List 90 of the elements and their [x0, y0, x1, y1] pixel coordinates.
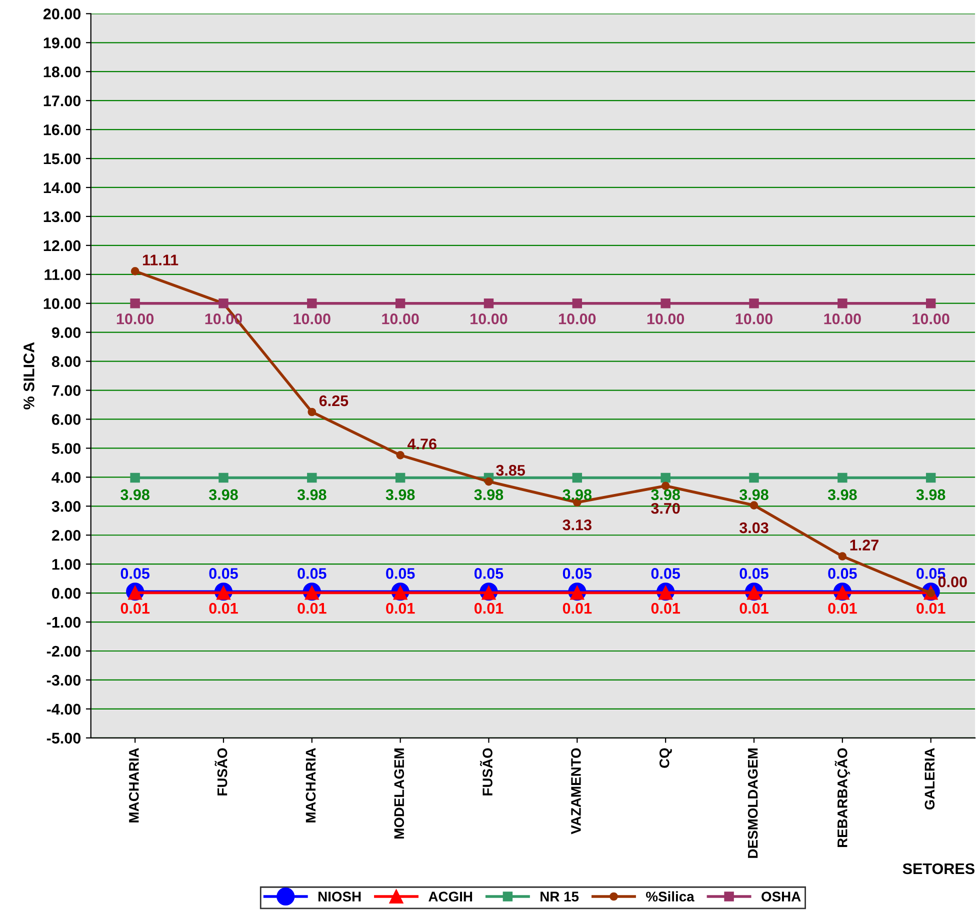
data-label: 3.03 — [739, 522, 768, 534]
y-axis-title: % SILICA — [24, 342, 34, 410]
y-tick-label: 4.00 — [52, 472, 81, 483]
data-label: 3.98 — [120, 489, 150, 500]
x-tick-label: DESMOLDAGEM — [748, 748, 758, 858]
data-label: 0.05 — [120, 568, 150, 579]
data-label: 0.00 — [938, 576, 967, 588]
data-label: 10.00 — [647, 313, 684, 324]
y-tick-label: -1.00 — [46, 616, 81, 628]
x-tick-label: MACHARIA — [306, 748, 316, 822]
x-tick-label: MODELAGEM — [394, 748, 404, 839]
data-label: 3.98 — [739, 489, 768, 500]
legend-label: NR 15 — [540, 892, 579, 902]
data-label: 0.01 — [474, 602, 504, 614]
data-label: 0.01 — [386, 602, 415, 614]
x-axis-title: SETORES — [902, 863, 974, 874]
data-label: 10.00 — [470, 313, 508, 324]
x-tick-label: VAZAMENTO — [571, 748, 581, 834]
data-label: 0.01 — [562, 602, 592, 614]
x-tick-label: MACHARIA — [128, 748, 139, 822]
x-tick-label: GALERIA — [924, 748, 935, 810]
data-label: 10.00 — [382, 313, 419, 324]
y-tick-label: 10.00 — [44, 298, 81, 310]
y-tick-label: 5.00 — [52, 443, 81, 454]
y-tick-label: -5.00 — [46, 732, 81, 744]
legend-label: NIOSH — [318, 892, 361, 902]
x-tick-label: FUSÃO — [480, 748, 492, 796]
y-tick-label: 7.00 — [52, 385, 81, 396]
data-label: 0.05 — [828, 568, 857, 579]
data-label: 3.98 — [386, 489, 415, 500]
y-tick-label: 17.00 — [44, 95, 81, 106]
data-label: 0.01 — [209, 602, 238, 614]
data-label: 0.01 — [651, 602, 680, 614]
y-tick-label: 15.00 — [44, 153, 81, 164]
y-tick-label: 8.00 — [52, 356, 81, 367]
data-label: 10.00 — [824, 313, 861, 324]
data-label: 10.00 — [116, 313, 154, 324]
y-tick-label: 18.00 — [44, 66, 81, 78]
y-tick-label: 2.00 — [52, 530, 81, 541]
y-tick-label: 3.00 — [52, 501, 81, 512]
data-label: 1.27 — [850, 540, 878, 550]
y-tick-label: 6.00 — [52, 414, 81, 425]
data-label: 6.25 — [319, 395, 348, 406]
y-tick-label: 19.00 — [44, 38, 81, 48]
data-label: 10.00 — [559, 313, 596, 324]
data-label: 3.13 — [562, 519, 592, 530]
y-tick-label: -2.00 — [46, 646, 81, 657]
x-tick-label: FUSÃO — [214, 748, 228, 796]
y-tick-label: 20.00 — [43, 8, 81, 20]
data-label: 0.05 — [740, 568, 768, 579]
data-label: 3.98 — [828, 489, 857, 500]
legend-label: ACGIH — [428, 892, 472, 902]
data-label: 3.85 — [496, 464, 525, 476]
y-tick-label: 12.00 — [44, 240, 81, 252]
data-label: 3.98 — [474, 489, 504, 500]
legend-label: OSHA — [762, 892, 801, 902]
data-label: 0.05 — [651, 568, 680, 579]
data-label: 11.11 — [142, 254, 178, 266]
y-tick-label: 16.00 — [44, 124, 81, 136]
y-tick-label: 0.00 — [52, 588, 81, 599]
y-tick-label: -3.00 — [46, 674, 81, 686]
x-tick-label: REBARBAÇÃO — [834, 748, 850, 848]
y-tick-label: 1.00 — [52, 558, 81, 570]
data-label: 3.98 — [208, 489, 238, 500]
y-tick-label: 13.00 — [44, 211, 81, 222]
y-tick-label: 11.00 — [44, 269, 81, 280]
data-label: 0.05 — [298, 568, 326, 579]
y-tick-label: -4.00 — [46, 704, 81, 715]
x-tick-label: CQ — [659, 748, 672, 768]
data-label: 4.76 — [408, 438, 436, 450]
y-tick-label: 14.00 — [44, 182, 81, 194]
data-label: 3.98 — [562, 489, 592, 500]
data-label: 0.05 — [474, 568, 504, 579]
data-label: 0.01 — [916, 602, 946, 614]
data-label: 0.05 — [916, 568, 946, 579]
data-label: 10.00 — [912, 313, 950, 324]
data-label: 3.98 — [651, 489, 680, 500]
data-label: 0.05 — [386, 568, 415, 579]
data-label: 0.01 — [828, 602, 857, 614]
data-label: 0.01 — [740, 602, 768, 614]
data-label: 10.00 — [294, 313, 330, 324]
legend-label: %Silica — [646, 891, 694, 902]
data-label: 0.05 — [562, 568, 592, 579]
data-label: 3.98 — [297, 489, 326, 500]
data-label: 0.01 — [298, 602, 326, 614]
data-label: 0.01 — [120, 602, 150, 614]
y-tick-label: 9.00 — [52, 327, 81, 338]
data-label: 0.05 — [209, 568, 238, 579]
data-label: 10.00 — [736, 313, 772, 324]
data-label: 3.98 — [916, 489, 946, 500]
